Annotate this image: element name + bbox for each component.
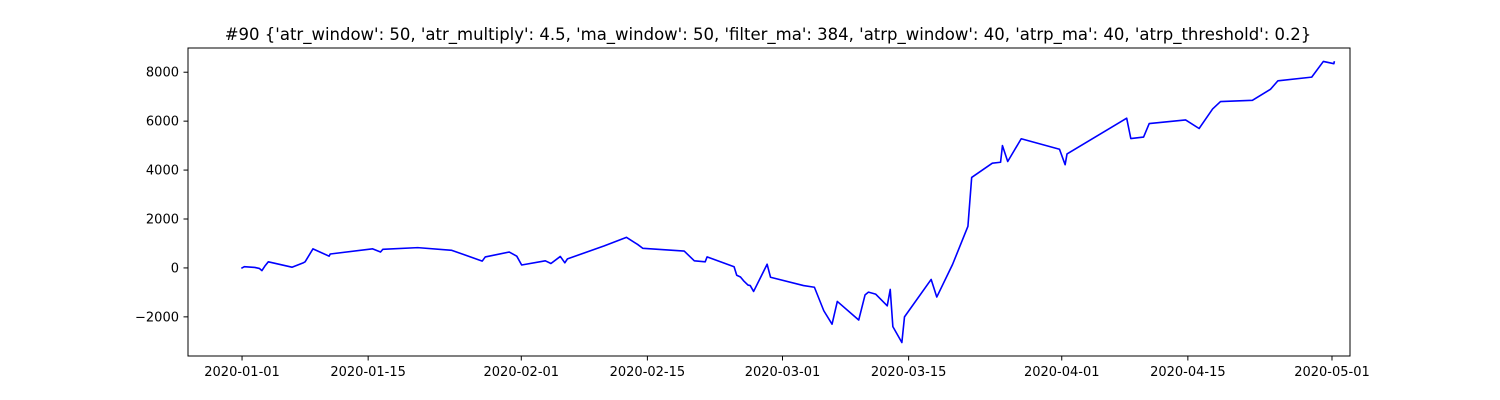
series-line	[240, 60, 1336, 344]
x-tick-label: 2020-03-15	[871, 365, 947, 380]
x-tick-label: 2020-02-15	[610, 365, 686, 380]
axis-ticks: 2020-01-01 2020-01-15 2020-02-01 2020-02-15…	[135, 66, 1370, 380]
y-tick-label: 8000	[146, 66, 179, 81]
y-tick-label: 2000	[146, 213, 179, 228]
y-tick-label: 4000	[146, 164, 179, 179]
x-tick-label: 2020-01-01	[204, 365, 280, 380]
chart-title: #90 {'atr_window': 50, 'atr_multiply': 4…	[225, 25, 1312, 45]
x-tick-label: 2020-02-01	[484, 365, 560, 380]
x-tick-label: 2020-04-15	[1150, 365, 1226, 380]
x-tick-label: 2020-01-15	[330, 365, 406, 380]
plot-area-frame	[187, 47, 1351, 357]
y-tick-label: 0	[171, 261, 179, 276]
y-tick-label: 6000	[146, 115, 179, 130]
x-tick-label: 2020-05-01	[1294, 365, 1370, 380]
x-tick-label: 2020-03-01	[745, 365, 821, 380]
y-tick-label: −2000	[135, 310, 179, 325]
series-layer	[240, 60, 1336, 344]
x-tick-label: 2020-04-01	[1024, 365, 1100, 380]
